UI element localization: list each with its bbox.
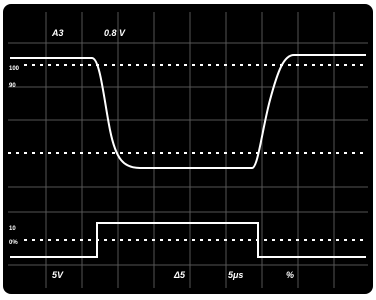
volts-label: 5V	[52, 270, 64, 280]
page: {"header": {"channel": "A3", "scale": "0…	[0, 0, 376, 300]
delta-label: Δ5	[173, 270, 186, 280]
channel-label: A3	[51, 28, 64, 38]
marker-10: 10	[9, 226, 16, 232]
marker-0: 0%	[9, 240, 18, 246]
marker-label: %	[286, 270, 294, 280]
scope-screen: A3 0.8 V 100 90 10 0% 5V Δ5 5μs %	[0, 0, 376, 300]
time-label: 5μs	[228, 270, 243, 280]
marker-100: 100	[9, 66, 20, 72]
screen-background	[3, 4, 373, 294]
marker-90: 90	[9, 83, 16, 89]
scale-label: 0.8 V	[104, 28, 126, 38]
